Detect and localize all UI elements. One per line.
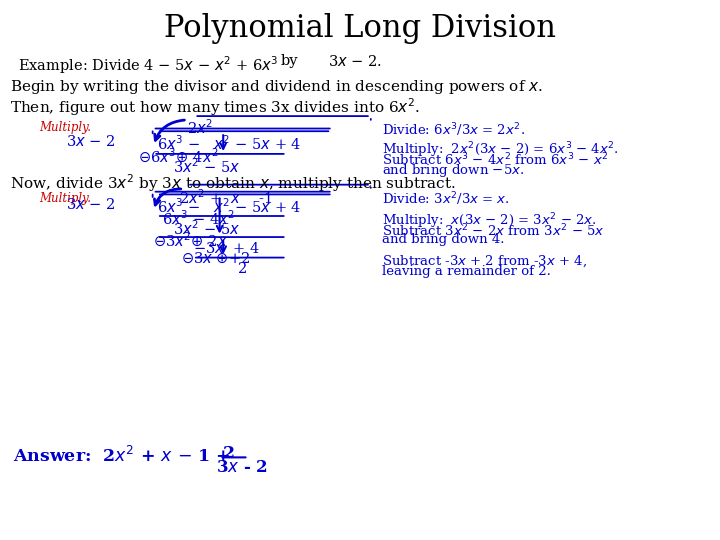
Text: Multiply.: Multiply.: [40, 122, 91, 134]
Text: $-$3$x$  + 4: $-$3$x$ + 4: [193, 241, 260, 256]
Text: 2$x^2$ +  $x$    -1: 2$x^2$ + $x$ -1: [179, 188, 271, 207]
Text: Example: Divide 4 $-$ 5$x$ $-$ $x^2$ + 6$x^3$: Example: Divide 4 $-$ 5$x$ $-$ $x^2$ + 6…: [18, 54, 279, 76]
Text: Then, figure out how many times 3x divides into 6$x^2$.: Then, figure out how many times 3x divid…: [10, 96, 420, 118]
Text: 3$x$ $-$ 2.: 3$x$ $-$ 2.: [328, 54, 382, 69]
Text: leaving a remainder of 2.: leaving a remainder of 2.: [382, 265, 551, 278]
Text: 6$x^3$ $-$   $x^2$ $-$ 5$x$ + 4: 6$x^3$ $-$ $x^2$ $-$ 5$x$ + 4: [157, 134, 302, 153]
Text: 3$x^2$ $-$ 5$x$: 3$x^2$ $-$ 5$x$: [173, 220, 240, 239]
Text: 3$x$ $-$ 2: 3$x$ $-$ 2: [66, 197, 116, 212]
Text: Subtract 3$x^2$ $-$ 2$x$ from 3$x^2$ $-$ 5$x$: Subtract 3$x^2$ $-$ 2$x$ from 3$x^2$ $-$…: [382, 222, 604, 239]
Text: Multiply.: Multiply.: [40, 192, 91, 205]
Text: 2$x^2$: 2$x^2$: [187, 119, 213, 138]
Text: Divide: 6$x^3$/3$x$ = 2$x^2$.: Divide: 6$x^3$/3$x$ = 2$x^2$.: [382, 122, 525, 139]
Text: by: by: [281, 54, 298, 68]
Text: Multiply:  2$x^2$(3$x$ $-$ 2) = 6$x^3$ $-$ 4$x^2$.: Multiply: 2$x^2$(3$x$ $-$ 2) = 6$x^3$ $-…: [382, 140, 618, 160]
Text: Polynomial Long Division: Polynomial Long Division: [164, 14, 556, 44]
Text: and bring down $-$5$x$.: and bring down $-$5$x$.: [382, 162, 524, 179]
Text: $\ominus$3$x$ $\oplus$+2: $\ominus$3$x$ $\oplus$+2: [181, 252, 251, 266]
Text: $\ominus$6$x^3$$\oplus$ 4$x^2$: $\ominus$6$x^3$$\oplus$ 4$x^2$: [138, 147, 219, 165]
Text: Now, divide 3$x^2$ by 3$x$ to obtain $x$, multiply then subtract.: Now, divide 3$x^2$ by 3$x$ to obtain $x$…: [10, 173, 456, 194]
Text: 2: 2: [223, 446, 235, 462]
Text: 3$x$ - 2: 3$x$ - 2: [216, 459, 268, 476]
Text: 6$x^3$ $-$   $x^2$ $-$ 5$x$ + 4: 6$x^3$ $-$ $x^2$ $-$ 5$x$ + 4: [157, 197, 302, 216]
Text: Subtract 6$x^3$ $-$ 4$x^2$ from 6$x^3$ $-$ $x^2$: Subtract 6$x^3$ $-$ 4$x^2$ from 6$x^3$ $…: [382, 151, 608, 168]
Text: Multiply:  $x$(3$x$ $-$ 2) = 3$x^2$ $-$ 2$x$.: Multiply: $x$(3$x$ $-$ 2) = 3$x^2$ $-$ 2…: [382, 212, 596, 231]
Text: 6$x^3$ $-$ 4$x^2$: 6$x^3$ $-$ 4$x^2$: [162, 210, 235, 228]
Text: $\ominus$3$x^2$$\oplus$ 2$x$: $\ominus$3$x^2$$\oplus$ 2$x$: [153, 231, 228, 249]
Text: 3$x^2$ $-$ 5$x$: 3$x^2$ $-$ 5$x$: [173, 158, 240, 177]
Text: Begin by writing the divisor and dividend in descending powers of $x$.: Begin by writing the divisor and dividen…: [10, 78, 543, 96]
Text: Subtract -3$x$ + 2 from -3$x$ + 4,: Subtract -3$x$ + 2 from -3$x$ + 4,: [382, 254, 587, 269]
Text: Divide: 3$x^2$/3$x$ = $x$.: Divide: 3$x^2$/3$x$ = $x$.: [382, 190, 509, 208]
Text: Answer:  2$x^2$ + $x$ $-$ 1 +: Answer: 2$x^2$ + $x$ $-$ 1 +: [13, 446, 230, 465]
Text: and bring down 4.: and bring down 4.: [382, 233, 504, 246]
Text: 3$x$ $-$ 2: 3$x$ $-$ 2: [66, 134, 116, 149]
Text: 2: 2: [238, 262, 247, 276]
